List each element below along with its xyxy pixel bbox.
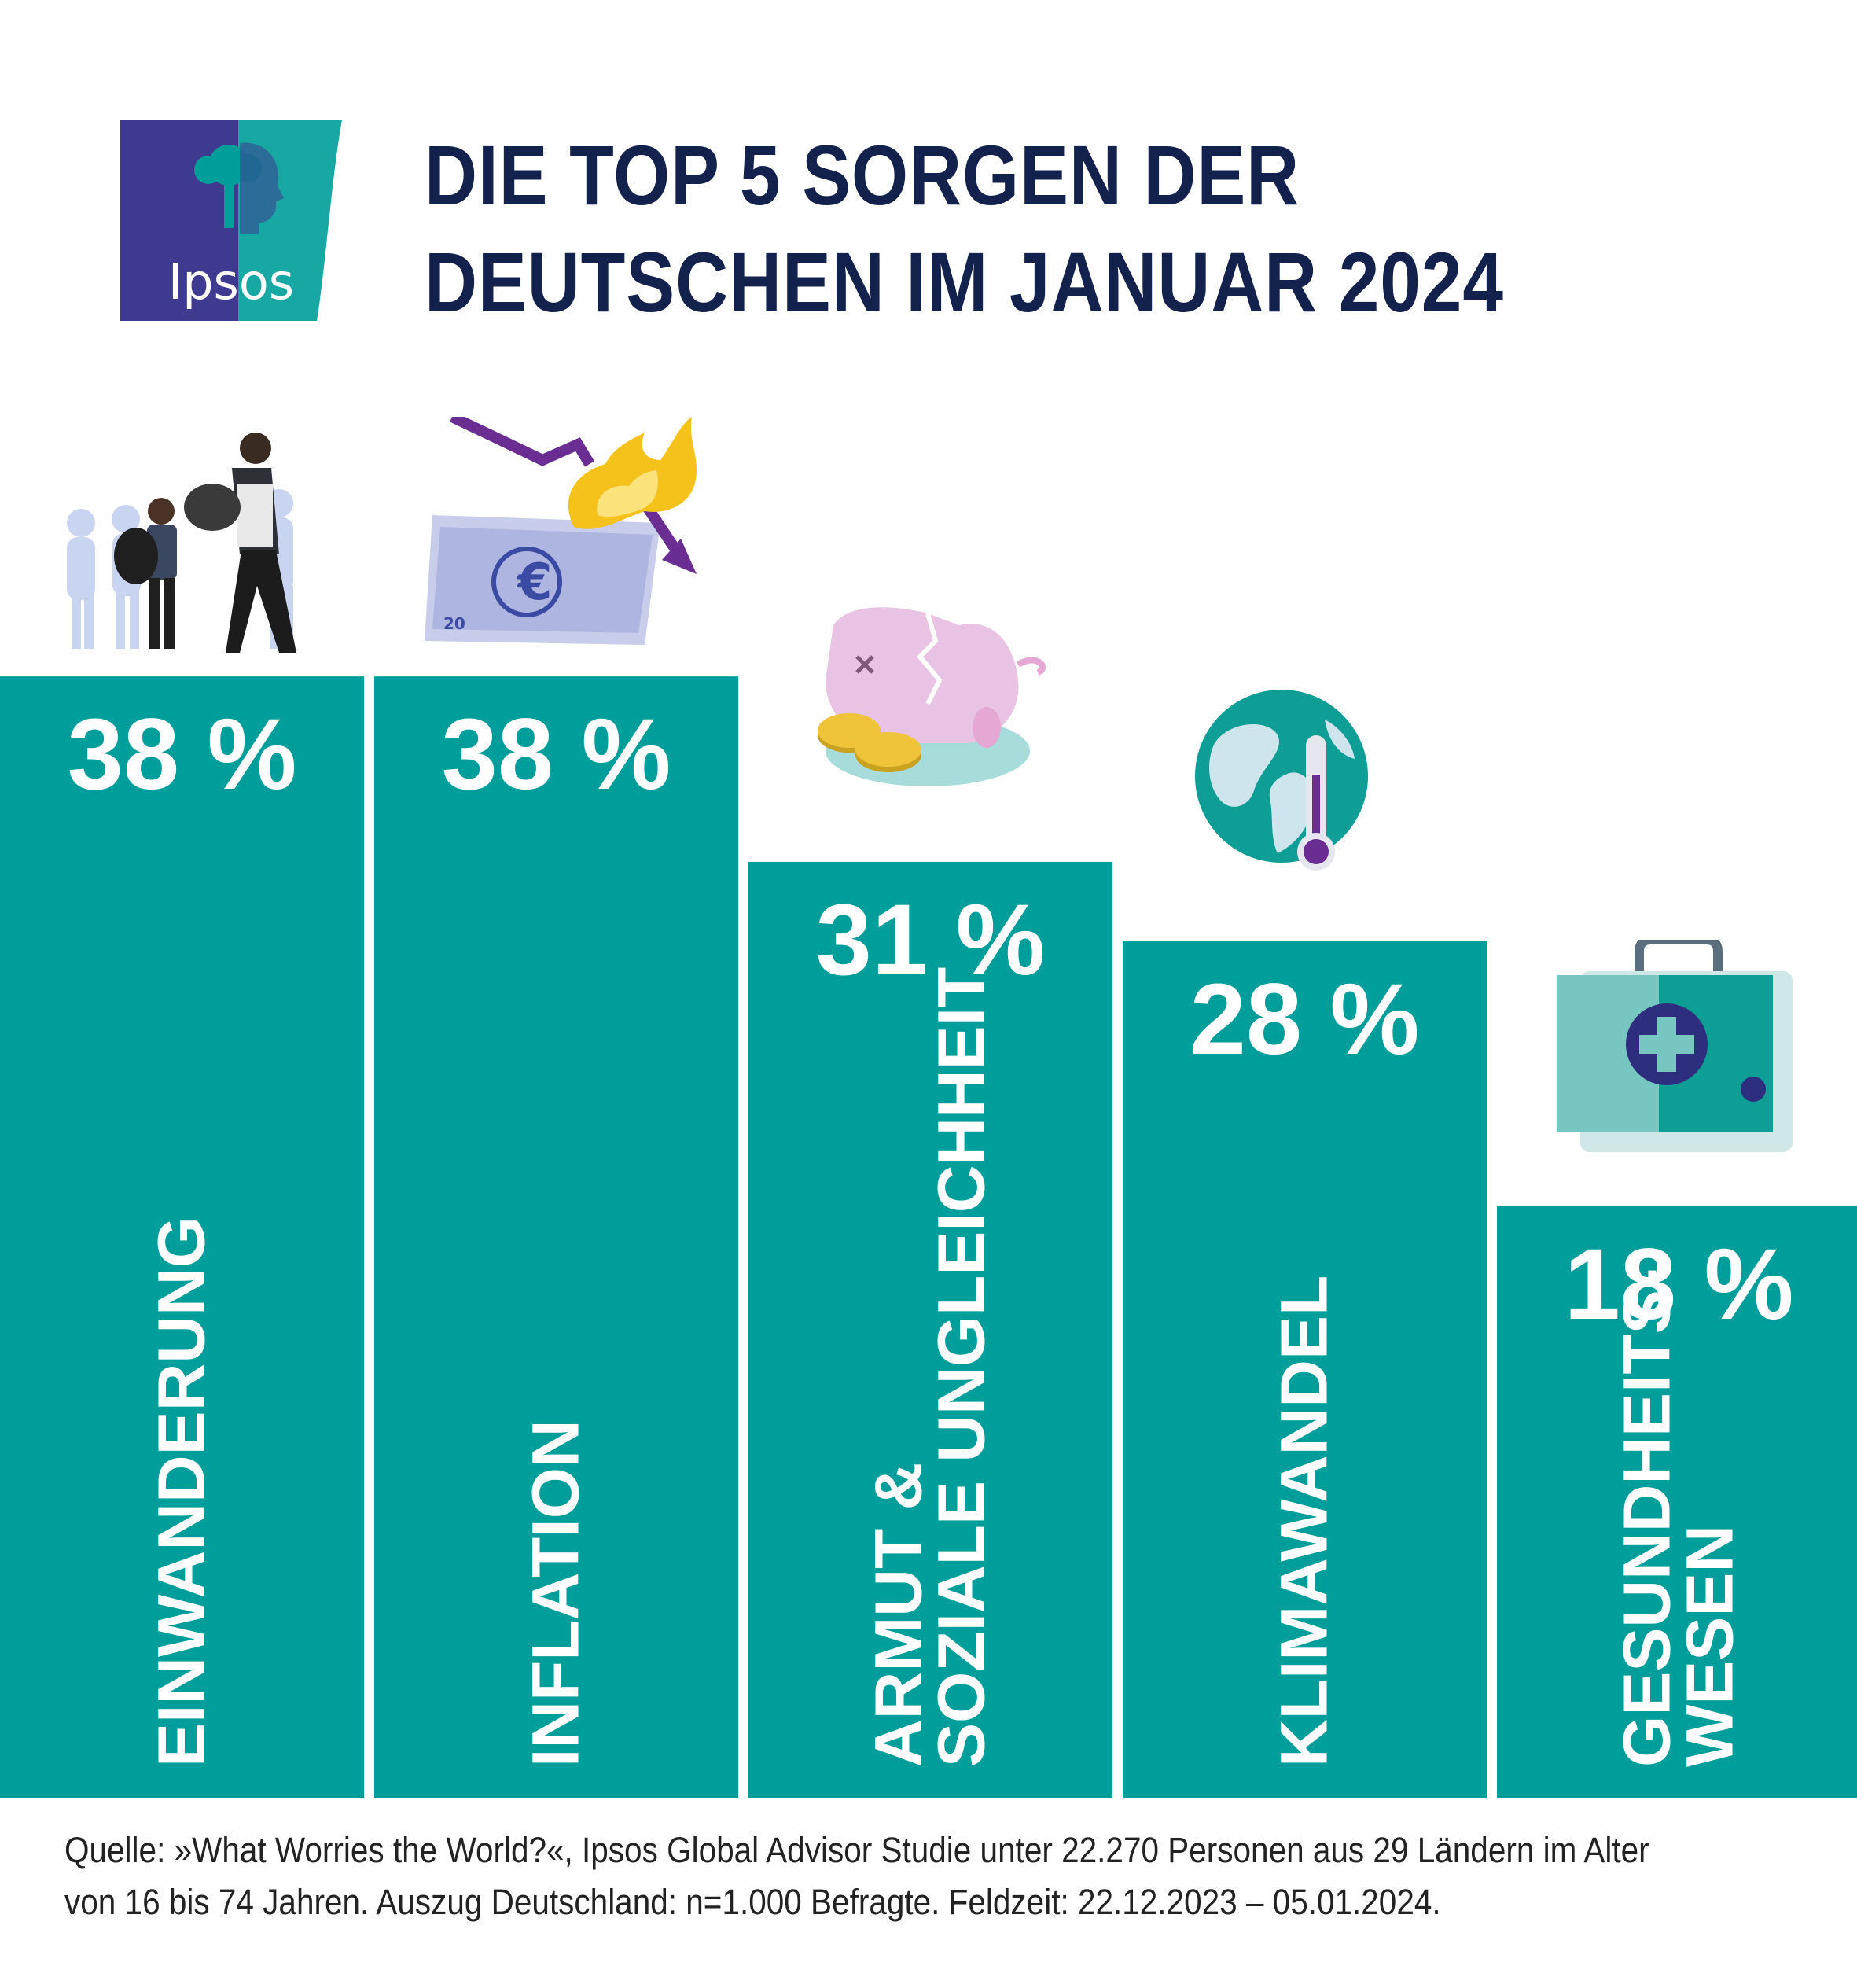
bar-armut-soziale-ungleichheit [748, 861, 1112, 1798]
value-label-gesundheits-wesen: 18 % [1565, 1228, 1794, 1341]
value-label-inflation: 38 % [442, 698, 671, 811]
title-line-2: DEUTSCHEN IM JANUAR 2024 [425, 234, 1504, 329]
value-label-armut-soziale-ungleichheit: 31 % [816, 884, 1046, 996]
globe-thermometer-icon [1195, 690, 1368, 871]
euro-inflation-icon: € 20 [425, 417, 697, 645]
category-label-klimawandel: KLIMAWANDEL [1267, 1276, 1341, 1767]
bar-klimawandel [1123, 941, 1487, 1798]
broken-piggy-bank-icon [818, 607, 1046, 786]
migrants-icon [67, 433, 296, 653]
category-label-armut-soziale-ungleichheit-1: ARMUT & [862, 1463, 936, 1767]
bar-inflation [374, 676, 738, 1799]
ipsos-logo: Ipsos [120, 120, 342, 321]
bar-gesundheits-wesen [1497, 1206, 1857, 1798]
first-aid-kit-icon [1557, 940, 1793, 1152]
source-line-2: von 16 bis 74 Jahren. Auszug Deutschland… [64, 1882, 1441, 1922]
svg-text:20: 20 [443, 614, 465, 633]
source-line-1: Quelle: »What Worries the World?«, Ipsos… [64, 1830, 1649, 1870]
value-label-einwanderung: 38 % [68, 698, 297, 811]
page-title: DIE TOP 5 SORGEN DER DEUTSCHEN IM JANUAR… [425, 122, 1504, 336]
category-label-gesundheits-wesen-2: WESEN [1673, 1525, 1747, 1767]
bar-einwanderung [0, 676, 364, 1799]
logo-wordmark: Ipsos [168, 253, 294, 311]
category-label-einwanderung: EINWANDERUNG [145, 1217, 219, 1767]
category-label-armut-soziale-ungleichheit-2: SOZIALE UNGLEICHHEIT [925, 967, 998, 1767]
source-note: Quelle: »What Worries the World?«, Ipsos… [64, 1824, 1833, 1928]
category-label-inflation: INFLATION [519, 1419, 593, 1767]
title-line-1: DIE TOP 5 SORGEN DER [425, 127, 1300, 223]
category-label-gesundheits-wesen-1: GESUNDHEITS- [1610, 1268, 1684, 1767]
value-label-klimawandel: 28 % [1190, 963, 1420, 1076]
svg-text:€: € [516, 554, 553, 612]
tree-face-icon [194, 145, 262, 228]
